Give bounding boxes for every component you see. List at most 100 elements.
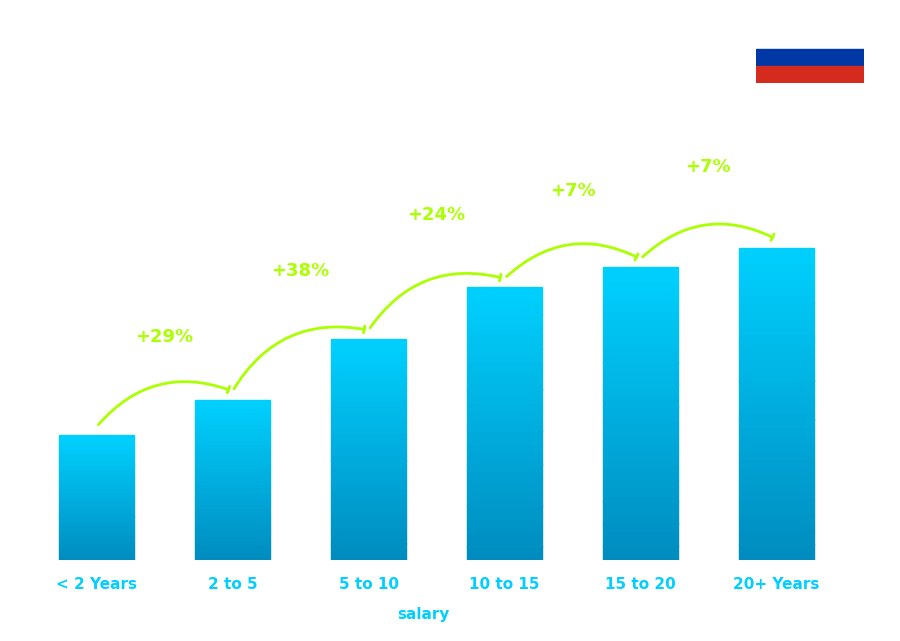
Bar [59,551,134,554]
Bar [331,538,406,544]
Bar [331,338,406,344]
Bar [467,342,542,349]
Bar [603,487,678,494]
Text: 5 to 10: 5 to 10 [338,578,399,592]
Bar [603,348,678,355]
Bar [603,531,678,538]
Bar [331,499,406,505]
Bar [59,535,134,538]
Bar [195,436,270,440]
Bar [59,451,134,454]
Bar [331,399,406,405]
Bar [331,449,406,455]
Text: explorer.com: explorer.com [450,607,550,622]
Bar [467,335,542,342]
Bar [195,524,270,528]
Bar [739,458,814,467]
Bar [59,522,134,526]
Bar [739,513,814,521]
Bar [331,466,406,472]
Bar [195,416,270,420]
Bar [59,488,134,492]
Text: +7%: +7% [550,182,595,200]
Bar [603,304,678,312]
Bar [467,349,542,356]
Bar [467,403,542,410]
Bar [603,516,678,524]
Bar [331,355,406,361]
Bar [739,521,814,529]
Text: Ophthalmic Technologist: Ophthalmic Technologist [36,80,276,99]
Bar [603,326,678,333]
Bar [331,444,406,449]
Bar [195,400,270,404]
Bar [331,388,406,394]
Bar [467,362,542,369]
Bar [195,420,270,424]
Bar [331,533,406,538]
Bar [331,372,406,378]
Bar [467,485,542,492]
Bar [59,520,134,523]
Bar [59,473,134,476]
Bar [603,385,678,392]
Bar [195,428,270,432]
Bar [739,466,814,474]
Bar [603,524,678,531]
Bar [195,492,270,496]
Bar [59,532,134,535]
Bar [467,478,542,485]
Bar [195,512,270,516]
Text: 65,200 RUB: 65,200 RUB [195,376,270,389]
Bar [739,349,814,357]
Bar [195,472,270,476]
Text: +38%: +38% [272,262,329,280]
Bar [739,443,814,451]
Bar [603,392,678,399]
Bar [603,553,678,560]
Text: 15 to 20: 15 to 20 [605,578,676,592]
Bar [59,445,134,448]
Bar [59,557,134,560]
Bar [603,465,678,472]
Bar [59,495,134,498]
Bar [467,417,542,424]
Bar [195,504,270,508]
Text: 50,700 RUB: 50,700 RUB [59,412,134,424]
Bar [59,467,134,470]
Bar [603,458,678,465]
Bar [739,333,814,342]
Bar [467,301,542,308]
Bar [195,468,270,472]
Bar [603,472,678,479]
Text: +29%: +29% [136,328,194,345]
Bar [331,516,406,521]
Bar [59,454,134,457]
Bar [603,501,678,509]
Bar [739,279,814,287]
Bar [59,504,134,507]
Bar [603,428,678,436]
Bar [739,529,814,537]
Bar [756,49,864,66]
Bar [195,452,270,456]
Bar [603,282,678,290]
Bar [603,370,678,378]
Bar [739,396,814,404]
Bar [195,412,270,416]
Bar [603,267,678,275]
Text: 127,000 RUB: 127,000 RUB [735,224,817,237]
Bar [467,444,542,451]
Bar [59,544,134,547]
Bar [467,519,542,526]
Bar [195,460,270,464]
Bar [467,465,542,471]
Bar [59,479,134,482]
Bar [195,544,270,548]
Bar [467,355,542,362]
Bar [195,528,270,532]
Bar [331,544,406,549]
Bar [195,536,270,540]
Bar [739,256,814,263]
Text: < 2 Years: < 2 Years [56,578,137,592]
